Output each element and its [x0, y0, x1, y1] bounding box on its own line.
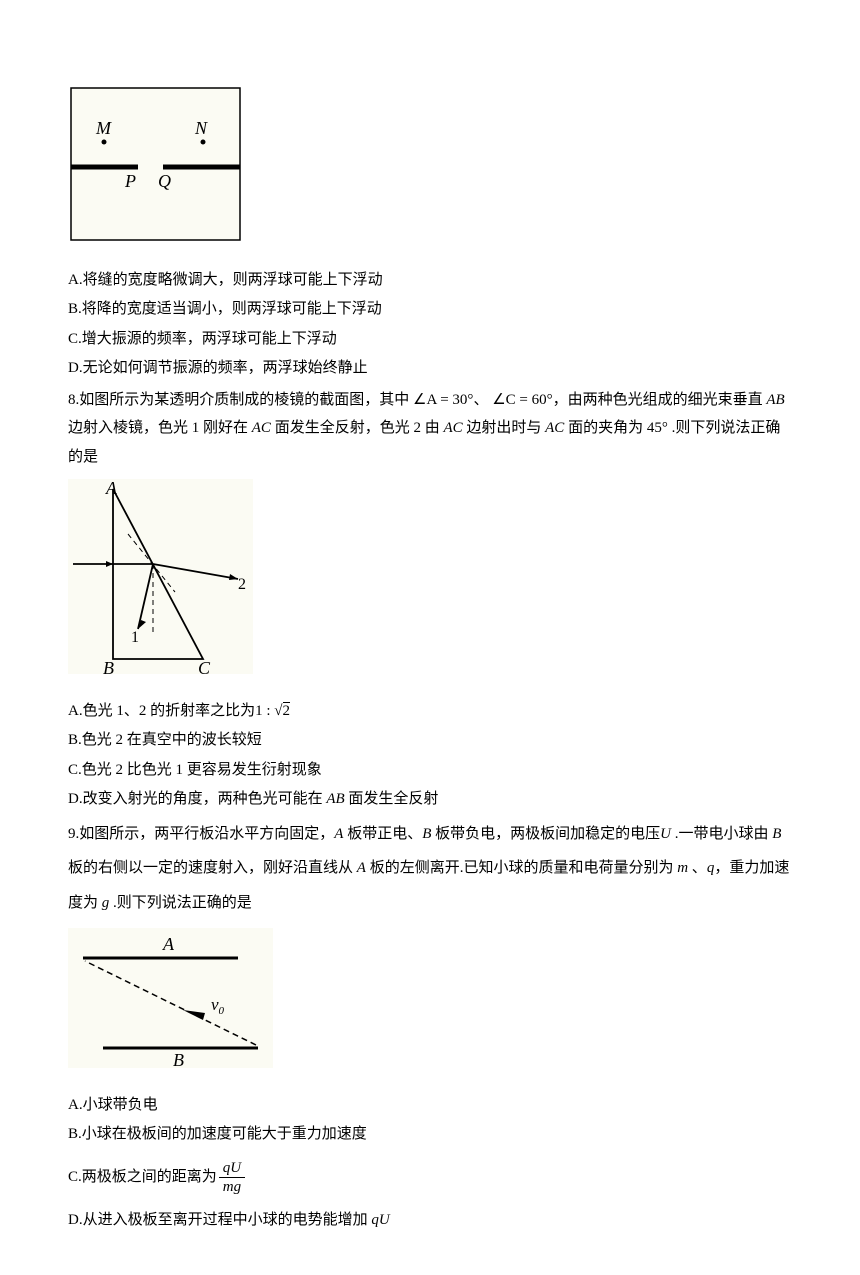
q9-C-fraction: qUmg [219, 1159, 245, 1196]
q9-D-pre: D.从进入极板至离开过程中小球的电势能增加 [68, 1212, 371, 1228]
q8-AC2: AC [443, 420, 462, 436]
q8-A-ratio: 1 : √2 [255, 702, 290, 719]
q9-m: m [677, 860, 688, 876]
q8-t6: 面的夹角为 [564, 420, 647, 436]
q8-text: 8.如图所示为某透明介质制成的棱镜的截面图，其中 ∠A = 30°、 ∠C = … [68, 386, 792, 472]
q9-D-qU: qU [371, 1212, 389, 1228]
q8-AC1: AC [252, 420, 271, 436]
diagram-water-tank: M N P Q [68, 85, 792, 254]
label-2: 2 [238, 576, 246, 593]
q8-option-B: B.色光 2 在真空中的波长较短 [68, 726, 792, 755]
label-M: M [95, 118, 112, 138]
q8-sep1: 、 [473, 392, 488, 408]
q8-A-pre: A.色光 1、2 的折射率之比为 [68, 703, 255, 719]
q8-D-pre: D.改变入射光的角度，两种色光可能在 [68, 791, 326, 807]
q8-AC3: AC [545, 420, 564, 436]
q8-t3: 边射入棱镜，色光 1 刚好在 [68, 420, 252, 436]
q7-option-A: A.将缝的宽度略微调大，则两浮球可能上下浮动 [68, 266, 792, 295]
q7-option-B: B.将降的宽度适当调小，则两浮球可能上下浮动 [68, 295, 792, 324]
q9-option-C: C.两极板之间的距离为qUmg [68, 1159, 792, 1196]
q8-D-post: 面发生全反射 [345, 791, 439, 807]
prism-svg: A B C 1 2 [68, 479, 253, 674]
label-B-prism: B [103, 658, 114, 674]
label-C-prism: C [198, 658, 211, 674]
q9-t6: 板的左侧离开.已知小球的质量和电荷量分别为 [366, 860, 677, 876]
q8-t2: ，由两种色光组成的细光束垂直 [553, 392, 763, 408]
q8-AB: AB [766, 392, 784, 408]
q9-option-A: A.小球带负电 [68, 1091, 792, 1120]
q9-number: 9. [68, 826, 79, 842]
label-1: 1 [131, 629, 139, 646]
q9-t1: 如图所示，两平行板沿水平方向固定， [79, 826, 334, 842]
label-P: P [124, 171, 136, 191]
label-N: N [194, 118, 208, 138]
q9-A2: A [357, 860, 366, 876]
q8-option-D: D.改变入射光的角度，两种色光可能在 AB 面发生全反射 [68, 785, 792, 814]
q9-text: 9.如图所示，两平行板沿水平方向固定，A 板带正电、B 板带负电，两极板间加稳定… [68, 817, 792, 921]
q8-option-C: C.色光 2 比色光 1 更容易发生衍射现象 [68, 756, 792, 785]
q9-t4: .一带电小球由 [671, 826, 772, 842]
q8-angleA: ∠A = 30° [413, 392, 473, 408]
water-tank-svg: M N P Q [68, 85, 243, 243]
plates-svg: A B v0 [68, 928, 273, 1068]
label-Q: Q [158, 171, 171, 191]
q8-t1: 如图所示为某透明介质制成的棱镜的截面图，其中 [79, 392, 409, 408]
q8-t4: 面发生全反射，色光 2 由 [271, 420, 444, 436]
q9-t2: 板带正电、 [343, 826, 422, 842]
label-B-plate: B [173, 1050, 184, 1068]
q9-sep: 、 [688, 860, 707, 876]
q8-angleC: ∠C = 60° [492, 392, 552, 408]
q9-B: B [422, 826, 431, 842]
q9-option-D: D.从进入极板至离开过程中小球的电势能增加 qU [68, 1206, 792, 1235]
q9-B2: B [772, 826, 781, 842]
q9-U: U [660, 826, 671, 842]
q8-45: 45° [647, 420, 668, 436]
q7-option-C: C.增大振源的频率，两浮球可能上下浮动 [68, 325, 792, 354]
q9-C-num: qU [219, 1159, 245, 1178]
q9-option-B: B.小球在极板间的加速度可能大于重力加速度 [68, 1120, 792, 1149]
label-A-plate: A [162, 934, 175, 954]
q9-t8: .则下列说法正确的是 [109, 895, 252, 911]
q9-C-pre: C.两极板之间的距离为 [68, 1168, 217, 1184]
q8-D-AB: AB [326, 791, 344, 807]
diagram-prism: A B C 1 2 [68, 479, 792, 685]
label-A-prism: A [105, 479, 118, 498]
q9-t5: 板的右侧以一定的速度射入，刚好沿直线从 [68, 860, 357, 876]
q8-t5: 边射出时与 [463, 420, 546, 436]
diagram-plates: A B v0 [68, 928, 792, 1079]
q9-t3: 板带负电，两极板间加稳定的电压 [431, 826, 660, 842]
q8-number: 8. [68, 392, 79, 408]
q8-option-A: A.色光 1、2 的折射率之比为1 : √2 [68, 697, 792, 726]
q7-option-D: D.无论如何调节振源的频率，两浮球始终静止 [68, 354, 792, 383]
q9-C-den: mg [219, 1178, 245, 1196]
